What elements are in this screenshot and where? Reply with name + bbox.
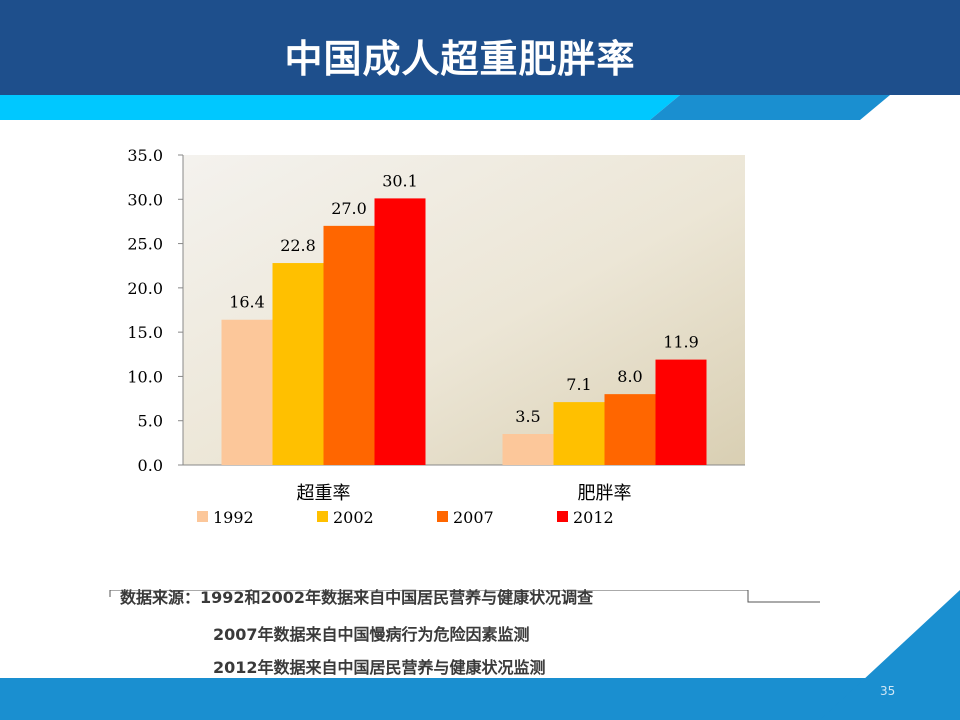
legend-swatch [437, 511, 448, 522]
data-label: 3.5 [515, 407, 540, 426]
footer-decoration [0, 590, 960, 720]
y-tick-label: 0.0 [138, 456, 163, 475]
data-label: 27.0 [331, 199, 367, 218]
y-tick-label: 15.0 [127, 323, 163, 342]
y-tick-label: 10.0 [127, 367, 163, 386]
category-labels: 超重率 肥胖率 [297, 483, 632, 504]
category-label: 肥胖率 [578, 483, 632, 504]
legend-swatch [317, 511, 328, 522]
legend: 1992 2002 2007 2012 [197, 508, 614, 527]
source-block: 数据来源：1992和2002年数据来自中国居民营养与健康状况调查 2007年数据… [0, 570, 960, 680]
bar [655, 359, 707, 465]
header-band [0, 0, 960, 95]
bar [323, 225, 375, 465]
legend-label: 2007 [453, 508, 494, 527]
source-line-2: 2007年数据来自中国慢病行为危险因素监测 [213, 625, 530, 644]
header-stripe [0, 95, 890, 120]
y-tick-label: 25.0 [127, 235, 163, 254]
legend-swatch [557, 511, 568, 522]
bar [374, 198, 426, 465]
legend-label: 2002 [333, 508, 374, 527]
stripe-blue [650, 95, 890, 120]
footer-triangle [820, 590, 960, 720]
bar-chart: 0.0 5.0 10.0 15.0 20.0 25.0 30.0 35.0 16.4 22.8 2… [127, 146, 745, 527]
legend-label: 2012 [573, 508, 614, 527]
data-label: 16.4 [229, 293, 265, 312]
stripe-cyan [0, 95, 680, 120]
footer-band [0, 678, 960, 720]
y-tick-label: 35.0 [127, 146, 163, 165]
category-label: 超重率 [297, 483, 351, 504]
y-axis-ticks: 0.0 5.0 10.0 15.0 20.0 25.0 30.0 35.0 [127, 146, 183, 475]
bar [221, 319, 273, 465]
data-label: 7.1 [566, 375, 591, 394]
data-label: 8.0 [617, 367, 642, 386]
bar [272, 263, 324, 465]
bar [502, 434, 554, 465]
slide-title: 中国成人超重肥胖率 [284, 37, 636, 81]
data-label: 30.1 [382, 171, 418, 190]
page-number: 35 [880, 684, 896, 698]
data-labels: 16.4 22.8 27.0 30.1 3.5 7.1 8.0 11.9 [229, 171, 699, 426]
y-tick-label: 20.0 [127, 279, 163, 298]
legend-swatch [197, 511, 208, 522]
y-tick-label: 30.0 [127, 190, 163, 209]
data-label: 22.8 [280, 236, 316, 255]
data-label: 11.9 [663, 333, 699, 352]
bar [604, 394, 656, 465]
source-line-1: 数据来源：1992和2002年数据来自中国居民营养与健康状况调查 [120, 588, 594, 607]
bar [553, 402, 605, 465]
legend-label: 1992 [213, 508, 254, 527]
source-line-3: 2012年数据来自中国居民营养与健康状况监测 [213, 658, 546, 677]
bars [221, 198, 707, 465]
source-bracket [109, 590, 820, 603]
y-tick-label: 5.0 [138, 412, 163, 431]
